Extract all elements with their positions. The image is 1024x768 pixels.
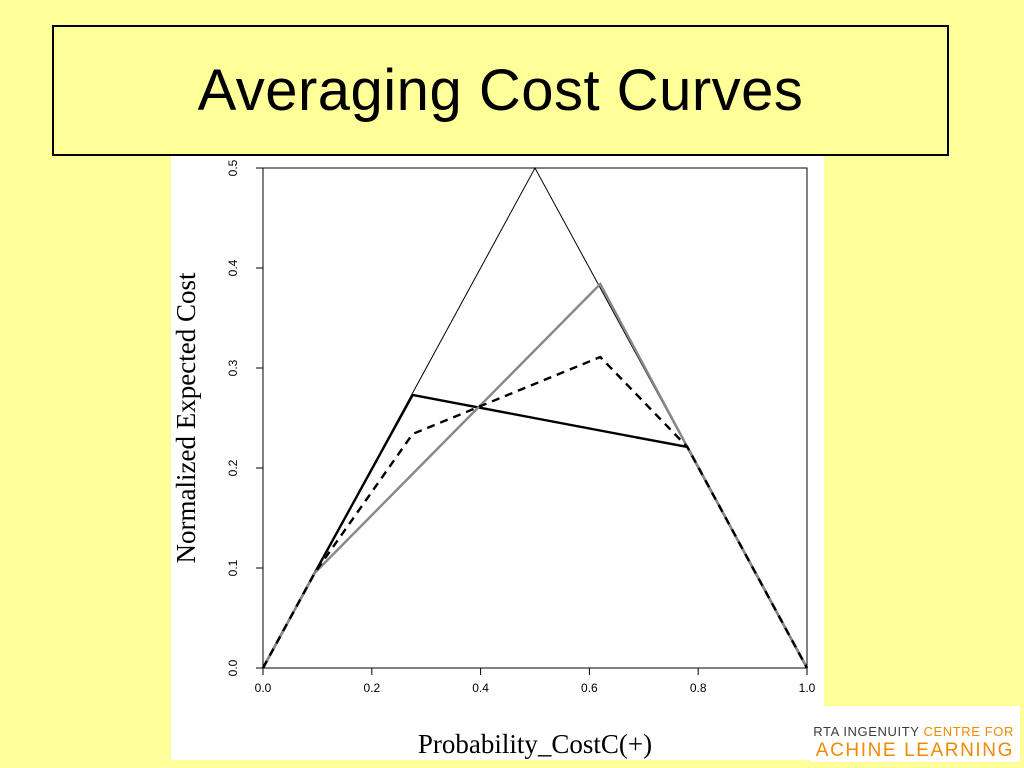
plot-frame [262,167,808,669]
slide-title: Averaging Cost Curves [197,58,804,123]
cost-curve-chart: 0.0 0.2 0.4 0.6 0.8 1.0 0.0 0.1 0.2 0.3 0.4 0.5 Pro… [171,159,816,759]
x-tick-label-0: 0.0 [255,681,272,695]
y-tick-label-5: 0.5 [226,159,240,176]
logo-text-machine-learning: ACHINE LEARNING [815,740,1014,761]
y-tick-label-3: 0.3 [226,359,240,376]
y-tick-label-4: 0.4 [226,259,240,276]
series-line-3 [261,281,809,669]
series-line-4 [261,355,809,669]
y-axis-title: Normalized Expected Cost [171,272,201,563]
y-tick-label-1: 0.1 [226,559,240,576]
y-tick-label-0: 0.0 [226,659,240,676]
x-tick-label-5: 1.0 [799,681,816,695]
x-tick-label-2: 0.4 [472,681,489,695]
centre-logo: RTA INGENUITY CENTRE FOR ACHINE LEARNING [810,706,1020,762]
series-layer [261,166,809,669]
plot-panel: 0.0 0.2 0.4 0.6 0.8 1.0 0.0 0.1 0.2 0.3 0.4 0.5 Pro… [171,156,824,760]
x-tick-label-3: 0.6 [581,681,598,695]
x-tick-label-1: 0.2 [363,681,380,695]
x-axis-title: Probability_CostC(+) [418,729,652,759]
title-box: Averaging Cost Curves [52,25,949,156]
logo-text-ingenuity: RTA INGENUITY [813,724,920,739]
logo-text-centre-for: CENTRE FOR [923,724,1014,739]
logo-line-1: RTA INGENUITY CENTRE FOR [813,724,1014,739]
axis-layer: 0.0 0.2 0.4 0.6 0.8 1.0 0.0 0.1 0.2 0.3 0.4 0.5 [226,159,816,695]
y-tick-label-2: 0.2 [226,459,240,476]
x-tick-label-4: 0.8 [690,681,707,695]
